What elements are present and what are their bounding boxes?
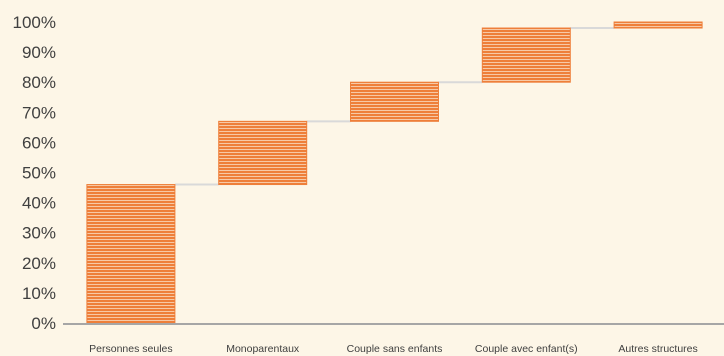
x-tick-label: Couple sans enfants	[347, 343, 443, 355]
bar	[218, 120, 308, 186]
y-tick-label: 0%	[31, 314, 56, 333]
y-tick-label: 80%	[22, 73, 56, 92]
x-tick-label: Monoparentaux	[226, 343, 300, 355]
x-tick-label: Personnes seules	[89, 343, 172, 355]
y-tick-label: 60%	[22, 133, 56, 152]
y-tick-label: 20%	[22, 254, 56, 273]
y-tick-label: 30%	[22, 224, 56, 243]
y-tick-label: 100%	[13, 13, 56, 32]
bar	[350, 81, 439, 122]
y-axis-ticks: 0% 10% 20% 30% 40% 50% 60% 70% 80% 90% 100%	[13, 13, 56, 333]
bar	[481, 27, 571, 83]
bars-group	[86, 21, 703, 324]
y-tick-label: 40%	[22, 194, 56, 213]
bar	[613, 21, 703, 29]
y-tick-label: 10%	[22, 284, 56, 303]
y-tick-label: 90%	[22, 43, 56, 62]
y-tick-label: 50%	[22, 164, 56, 183]
x-tick-label: Couple avec enfant(s)	[475, 343, 578, 355]
x-tick-label: Autres structures	[618, 343, 697, 355]
bar	[86, 184, 176, 324]
connector-lines	[174, 27, 615, 186]
x-axis-ticks: Personnes seules Monoparentaux Couple sans…	[89, 343, 698, 355]
y-tick-label: 70%	[22, 103, 56, 122]
